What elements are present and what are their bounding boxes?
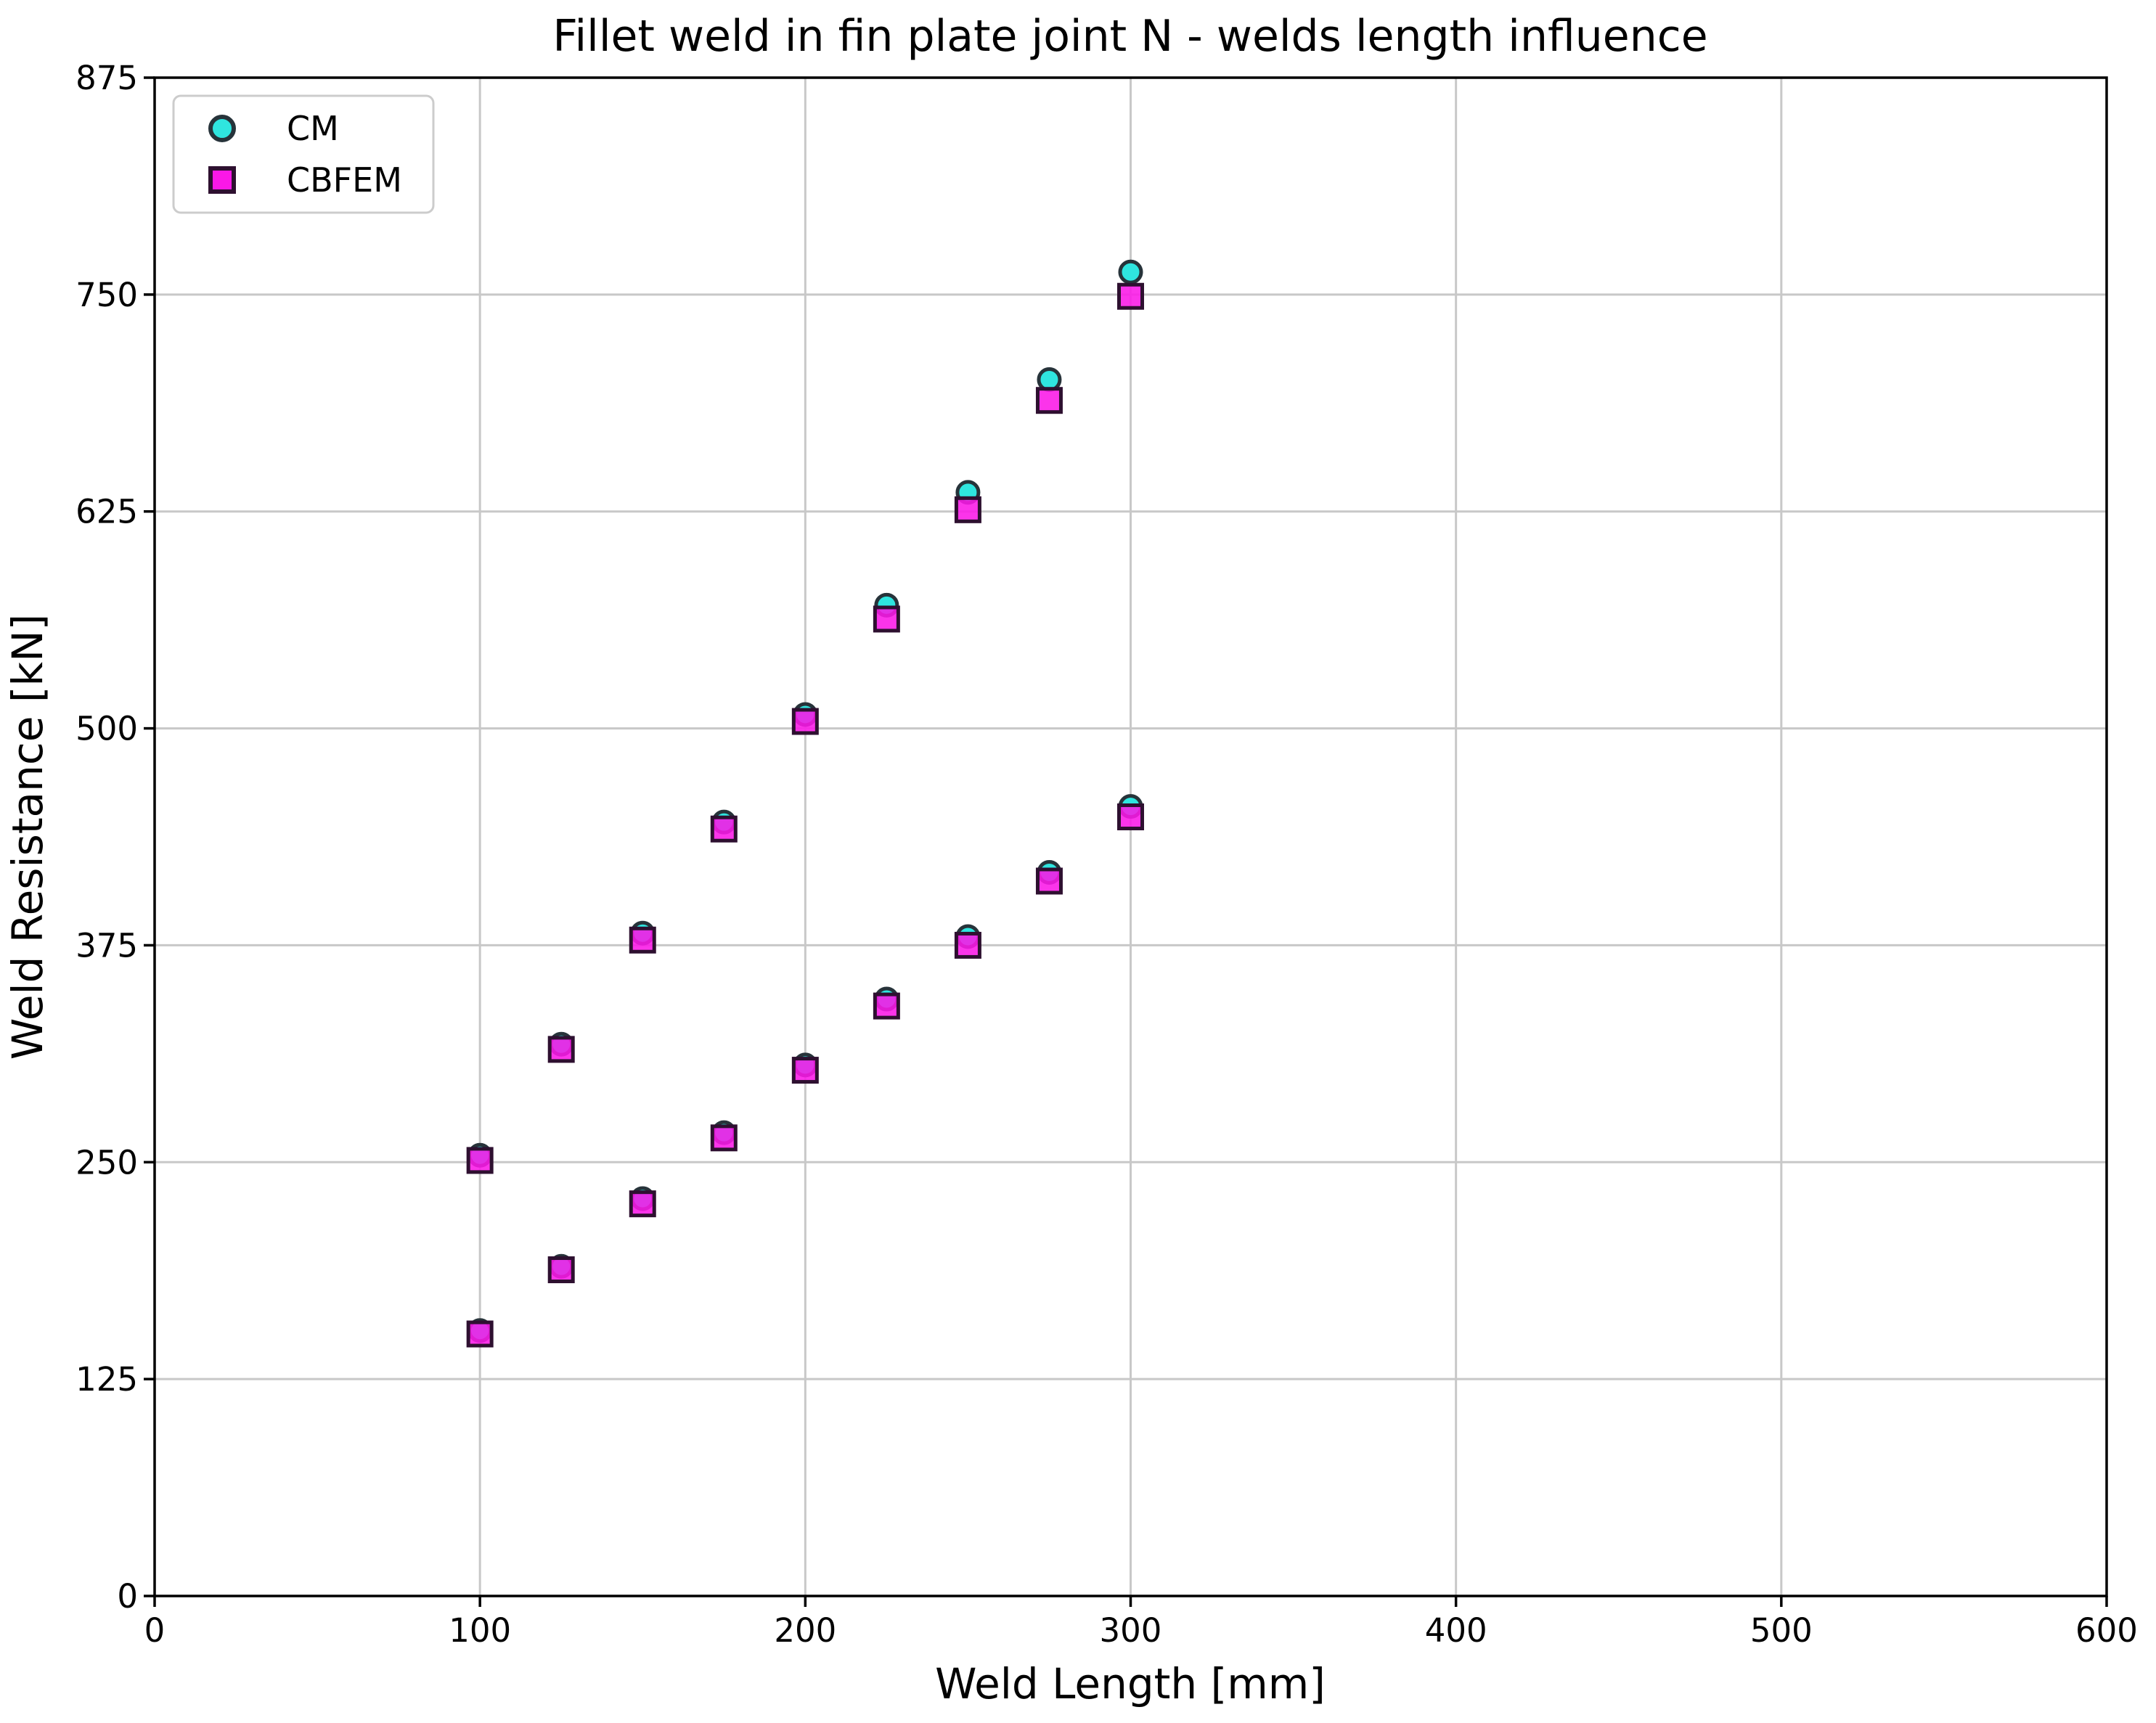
cbfem-marker xyxy=(547,1256,575,1284)
tick-label-y-0: 0 xyxy=(117,1577,138,1616)
tick-label-x-200: 200 xyxy=(774,1611,836,1650)
cbfem-marker xyxy=(466,1147,494,1174)
chart-title: Fillet weld in fin plate joint N - welds… xyxy=(552,11,1707,62)
cbfem-marker xyxy=(1117,803,1144,831)
axis-ticks xyxy=(144,76,2108,1607)
tick-label-x-400: 400 xyxy=(1425,1611,1487,1650)
tick-label-x-500: 500 xyxy=(1750,1611,1813,1650)
axes-frame xyxy=(153,76,2108,1597)
cbfem-marker xyxy=(954,931,981,959)
tick-label-x-0: 0 xyxy=(144,1611,166,1650)
tick-label-y-625: 625 xyxy=(75,493,138,531)
cbfem-marker xyxy=(629,1190,656,1218)
cbfem-marker xyxy=(873,992,900,1020)
cbfem-marker xyxy=(1035,387,1063,414)
legend-cm-marker-icon xyxy=(208,115,236,142)
cbfem-marker xyxy=(547,1036,575,1063)
legend: CM CBFEM xyxy=(172,94,435,214)
tick-label-y-375: 375 xyxy=(75,926,138,965)
cbfem-marker xyxy=(710,815,738,843)
cbfem-marker xyxy=(710,1124,738,1152)
cbfem-marker xyxy=(1117,282,1144,310)
cbfem-marker xyxy=(466,1320,494,1348)
tick-label-x-100: 100 xyxy=(449,1611,511,1650)
cbfem-marker xyxy=(1035,867,1063,895)
tick-label-y-250: 250 xyxy=(75,1143,138,1182)
cm-marker xyxy=(1118,259,1143,285)
y-axis-label: Weld Resistance [kN] xyxy=(3,614,52,1060)
legend-label-cm: CM xyxy=(287,109,339,148)
data-points xyxy=(466,259,1144,1348)
cbfem-marker xyxy=(791,708,819,735)
tick-label-x-600: 600 xyxy=(2075,1611,2138,1650)
x-axis-label: Weld Length [mm] xyxy=(935,1659,1326,1708)
legend-cbfem-marker-icon xyxy=(208,166,236,194)
tick-label-y-125: 125 xyxy=(75,1360,138,1399)
tick-label-y-500: 500 xyxy=(75,710,138,748)
legend-frame xyxy=(172,94,435,214)
tick-labels: 0 100 200 300 400 500 600 0 125 250 375 500 625 750 87… xyxy=(75,59,2138,1650)
legend-label-cbfem: CBFEM xyxy=(287,160,402,200)
cbfem-marker xyxy=(791,1057,819,1084)
cbfem-marker xyxy=(954,496,981,523)
tick-label-x-300: 300 xyxy=(1100,1611,1162,1650)
tick-label-y-875: 875 xyxy=(75,59,138,97)
cbfem-marker xyxy=(873,605,900,633)
cbfem-marker xyxy=(629,926,656,954)
tick-label-y-750: 750 xyxy=(75,276,138,314)
cm-marker xyxy=(1037,367,1062,393)
